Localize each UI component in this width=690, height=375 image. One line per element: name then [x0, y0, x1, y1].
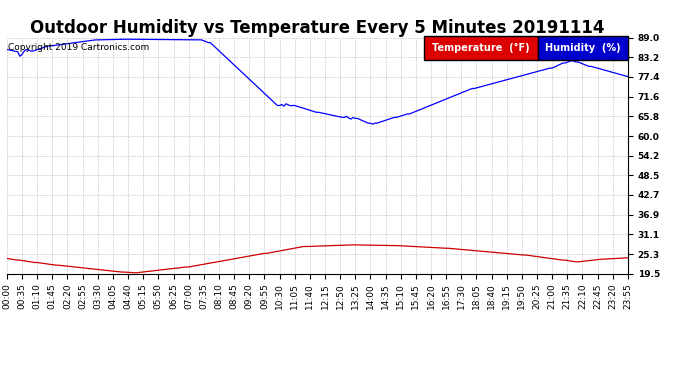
Text: Humidity  (%): Humidity (%): [545, 43, 621, 53]
Text: Temperature  (°F): Temperature (°F): [433, 43, 530, 53]
Text: Copyright 2019 Cartronics.com: Copyright 2019 Cartronics.com: [8, 43, 150, 52]
Title: Outdoor Humidity vs Temperature Every 5 Minutes 20191114: Outdoor Humidity vs Temperature Every 5 …: [30, 20, 604, 38]
